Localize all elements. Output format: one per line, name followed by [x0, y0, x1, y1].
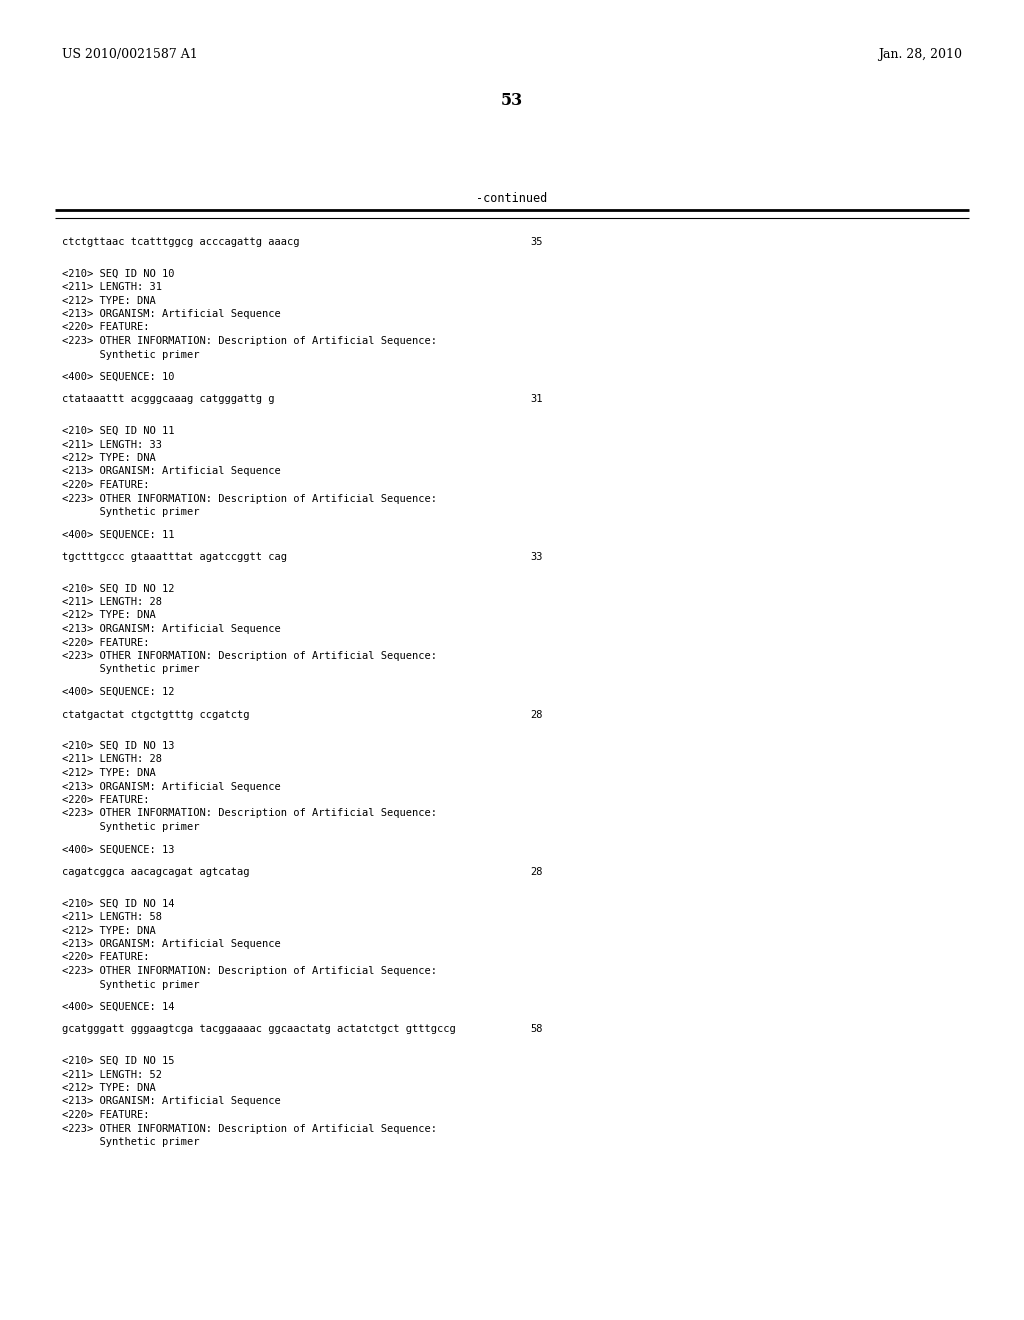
- Text: <210> SEQ ID NO 14: <210> SEQ ID NO 14: [62, 899, 174, 908]
- Text: <211> LENGTH: 33: <211> LENGTH: 33: [62, 440, 162, 450]
- Text: <212> TYPE: DNA: <212> TYPE: DNA: [62, 925, 156, 936]
- Text: Synthetic primer: Synthetic primer: [62, 1137, 200, 1147]
- Text: 28: 28: [530, 867, 543, 876]
- Text: <210> SEQ ID NO 15: <210> SEQ ID NO 15: [62, 1056, 174, 1067]
- Text: <213> ORGANISM: Artificial Sequence: <213> ORGANISM: Artificial Sequence: [62, 1097, 281, 1106]
- Text: <223> OTHER INFORMATION: Description of Artificial Sequence:: <223> OTHER INFORMATION: Description of …: [62, 494, 437, 503]
- Text: 28: 28: [530, 710, 543, 719]
- Text: <220> FEATURE:: <220> FEATURE:: [62, 795, 150, 805]
- Text: <211> LENGTH: 58: <211> LENGTH: 58: [62, 912, 162, 921]
- Text: <212> TYPE: DNA: <212> TYPE: DNA: [62, 1082, 156, 1093]
- Text: <213> ORGANISM: Artificial Sequence: <213> ORGANISM: Artificial Sequence: [62, 781, 281, 792]
- Text: <211> LENGTH: 31: <211> LENGTH: 31: [62, 282, 162, 292]
- Text: gcatgggatt gggaagtcga tacggaaaac ggcaactatg actatctgct gtttgccg: gcatgggatt gggaagtcga tacggaaaac ggcaact…: [62, 1024, 456, 1035]
- Text: <210> SEQ ID NO 11: <210> SEQ ID NO 11: [62, 426, 174, 436]
- Text: Synthetic primer: Synthetic primer: [62, 507, 200, 517]
- Text: <211> LENGTH: 52: <211> LENGTH: 52: [62, 1069, 162, 1080]
- Text: <213> ORGANISM: Artificial Sequence: <213> ORGANISM: Artificial Sequence: [62, 624, 281, 634]
- Text: ctatgactat ctgctgtttg ccgatctg: ctatgactat ctgctgtttg ccgatctg: [62, 710, 250, 719]
- Text: <212> TYPE: DNA: <212> TYPE: DNA: [62, 296, 156, 305]
- Text: <212> TYPE: DNA: <212> TYPE: DNA: [62, 768, 156, 777]
- Text: <220> FEATURE:: <220> FEATURE:: [62, 322, 150, 333]
- Text: <223> OTHER INFORMATION: Description of Artificial Sequence:: <223> OTHER INFORMATION: Description of …: [62, 966, 437, 975]
- Text: Synthetic primer: Synthetic primer: [62, 979, 200, 990]
- Text: 33: 33: [530, 552, 543, 562]
- Text: Synthetic primer: Synthetic primer: [62, 822, 200, 832]
- Text: <220> FEATURE:: <220> FEATURE:: [62, 1110, 150, 1119]
- Text: Synthetic primer: Synthetic primer: [62, 664, 200, 675]
- Text: <400> SEQUENCE: 10: <400> SEQUENCE: 10: [62, 372, 174, 381]
- Text: <220> FEATURE:: <220> FEATURE:: [62, 953, 150, 962]
- Text: <211> LENGTH: 28: <211> LENGTH: 28: [62, 597, 162, 607]
- Text: <211> LENGTH: 28: <211> LENGTH: 28: [62, 755, 162, 764]
- Text: <400> SEQUENCE: 13: <400> SEQUENCE: 13: [62, 845, 174, 854]
- Text: tgctttgccc gtaaatttat agatccggtt cag: tgctttgccc gtaaatttat agatccggtt cag: [62, 552, 287, 562]
- Text: <400> SEQUENCE: 14: <400> SEQUENCE: 14: [62, 1002, 174, 1012]
- Text: <220> FEATURE:: <220> FEATURE:: [62, 638, 150, 648]
- Text: <220> FEATURE:: <220> FEATURE:: [62, 480, 150, 490]
- Text: US 2010/0021587 A1: US 2010/0021587 A1: [62, 48, 198, 61]
- Text: Synthetic primer: Synthetic primer: [62, 350, 200, 359]
- Text: <210> SEQ ID NO 12: <210> SEQ ID NO 12: [62, 583, 174, 594]
- Text: <212> TYPE: DNA: <212> TYPE: DNA: [62, 610, 156, 620]
- Text: 35: 35: [530, 238, 543, 247]
- Text: <223> OTHER INFORMATION: Description of Artificial Sequence:: <223> OTHER INFORMATION: Description of …: [62, 651, 437, 661]
- Text: <210> SEQ ID NO 10: <210> SEQ ID NO 10: [62, 268, 174, 279]
- Text: ctctgttaac tcatttggcg acccagattg aaacg: ctctgttaac tcatttggcg acccagattg aaacg: [62, 238, 299, 247]
- Text: 31: 31: [530, 395, 543, 404]
- Text: ctataaattt acgggcaaag catgggattg g: ctataaattt acgggcaaag catgggattg g: [62, 395, 274, 404]
- Text: <213> ORGANISM: Artificial Sequence: <213> ORGANISM: Artificial Sequence: [62, 939, 281, 949]
- Text: <212> TYPE: DNA: <212> TYPE: DNA: [62, 453, 156, 463]
- Text: cagatcggca aacagcagat agtcatag: cagatcggca aacagcagat agtcatag: [62, 867, 250, 876]
- Text: -continued: -continued: [476, 191, 548, 205]
- Text: <213> ORGANISM: Artificial Sequence: <213> ORGANISM: Artificial Sequence: [62, 466, 281, 477]
- Text: 53: 53: [501, 92, 523, 110]
- Text: Jan. 28, 2010: Jan. 28, 2010: [878, 48, 962, 61]
- Text: <210> SEQ ID NO 13: <210> SEQ ID NO 13: [62, 741, 174, 751]
- Text: 58: 58: [530, 1024, 543, 1035]
- Text: <223> OTHER INFORMATION: Description of Artificial Sequence:: <223> OTHER INFORMATION: Description of …: [62, 1123, 437, 1134]
- Text: <223> OTHER INFORMATION: Description of Artificial Sequence:: <223> OTHER INFORMATION: Description of …: [62, 808, 437, 818]
- Text: <223> OTHER INFORMATION: Description of Artificial Sequence:: <223> OTHER INFORMATION: Description of …: [62, 337, 437, 346]
- Text: <400> SEQUENCE: 11: <400> SEQUENCE: 11: [62, 529, 174, 540]
- Text: <400> SEQUENCE: 12: <400> SEQUENCE: 12: [62, 686, 174, 697]
- Text: <213> ORGANISM: Artificial Sequence: <213> ORGANISM: Artificial Sequence: [62, 309, 281, 319]
